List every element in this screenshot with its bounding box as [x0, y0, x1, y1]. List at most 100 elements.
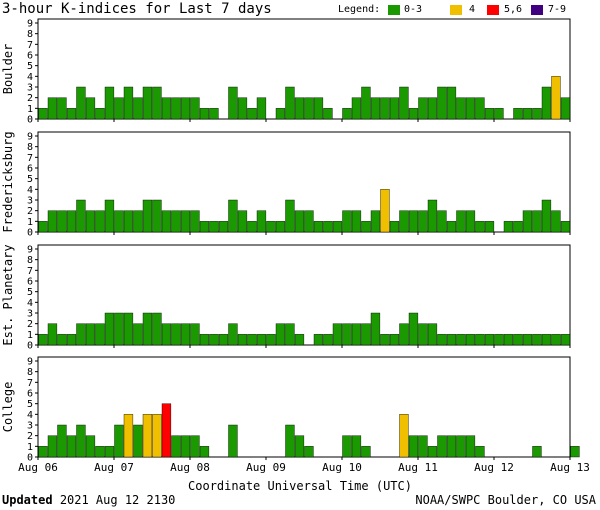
bar: [399, 86, 409, 120]
bar: [399, 323, 409, 346]
bar: [38, 221, 48, 233]
bar: [446, 435, 457, 458]
bar: [427, 199, 438, 233]
bar: [456, 334, 466, 346]
bar: [199, 334, 210, 346]
bar: [465, 97, 476, 120]
bar: [114, 312, 124, 346]
bar: [513, 221, 523, 233]
panel-name: Est. Planetary: [1, 244, 15, 345]
data-source: NOAA/SWPC Boulder, CO USA: [415, 493, 596, 507]
bar: [85, 97, 96, 120]
bar: [342, 323, 352, 346]
x-tick-label: Aug 11: [398, 461, 438, 474]
bar: [161, 403, 172, 458]
bar: [76, 199, 86, 233]
bar: [247, 334, 257, 346]
x-axis-label: Coordinate Universal Time (UTC): [188, 479, 412, 493]
y-tick-label: 0: [27, 115, 33, 126]
bar: [76, 323, 86, 346]
x-tick-label: Aug 10: [322, 461, 362, 474]
bar: [57, 97, 67, 120]
bar: [418, 210, 428, 233]
bar: [361, 323, 371, 346]
bar: [142, 86, 153, 120]
bar: [190, 435, 200, 458]
bar: [285, 86, 295, 120]
bar: [427, 446, 438, 458]
bar: [494, 108, 504, 120]
bar: [304, 446, 314, 458]
y-tick-label: 4: [27, 298, 33, 309]
bar: [437, 334, 447, 346]
bar: [541, 86, 552, 120]
bar: [237, 334, 248, 346]
bar: [522, 108, 533, 120]
bar: [456, 210, 466, 233]
bar: [475, 97, 485, 120]
bar: [484, 221, 495, 233]
bar: [503, 334, 514, 346]
bar: [104, 312, 115, 346]
y-tick-label: 7: [27, 153, 33, 164]
bar: [389, 97, 400, 120]
bar: [266, 334, 276, 346]
bar: [256, 97, 267, 120]
bar: [275, 323, 286, 346]
y-tick-label: 3: [27, 309, 33, 320]
y-tick-label: 9: [27, 245, 33, 256]
legend-entry-3: 7-9: [548, 4, 567, 15]
y-tick-label: 6: [27, 389, 33, 400]
bar: [285, 424, 295, 458]
bar: [560, 334, 571, 346]
bar: [427, 97, 438, 120]
x-tick-label: Aug 06: [18, 461, 58, 474]
bar: [456, 97, 466, 120]
bar: [66, 435, 77, 458]
bar: [361, 221, 371, 233]
bar: [351, 210, 362, 233]
bar: [152, 86, 162, 120]
y-tick-label: 0: [27, 228, 33, 239]
bar: [446, 221, 457, 233]
bar: [285, 323, 295, 346]
legend-swatch-0: [388, 5, 400, 15]
updated-label: Updated: [2, 493, 53, 507]
y-tick-label: 4: [27, 72, 33, 83]
y-tick-label: 8: [27, 367, 33, 378]
bar: [66, 334, 77, 346]
bar: [551, 334, 561, 346]
bar: [85, 210, 96, 233]
bar: [266, 221, 276, 233]
x-tick-label: Aug 07: [94, 461, 134, 474]
bar: [446, 334, 457, 346]
bar: [380, 334, 390, 346]
y-tick-label: 0: [27, 341, 33, 352]
panel-name: Boulder: [1, 44, 15, 95]
bar: [332, 221, 343, 233]
y-tick-label: 9: [27, 19, 33, 30]
bar: [522, 210, 533, 233]
legend-entry-2: 5,6: [504, 4, 523, 15]
chart-title: 3-hour K-indices for Last 7 days: [2, 1, 272, 17]
bar: [47, 210, 58, 233]
bar: [237, 210, 248, 233]
bar: [133, 424, 143, 458]
bar: [123, 86, 134, 120]
bar: [218, 334, 229, 346]
bar: [446, 86, 457, 120]
bar: [57, 424, 67, 458]
bar: [361, 446, 371, 458]
bar: [95, 446, 105, 458]
bar: [199, 221, 210, 233]
bar: [351, 97, 362, 120]
bar: [247, 221, 257, 233]
updated-timestamp: Updated 2021 Aug 12 2130: [2, 493, 175, 507]
y-tick-label: 5: [27, 174, 33, 185]
y-tick-label: 4: [27, 185, 33, 196]
x-tick-label: Aug 08: [170, 461, 210, 474]
bar: [275, 221, 286, 233]
bar: [427, 323, 438, 346]
